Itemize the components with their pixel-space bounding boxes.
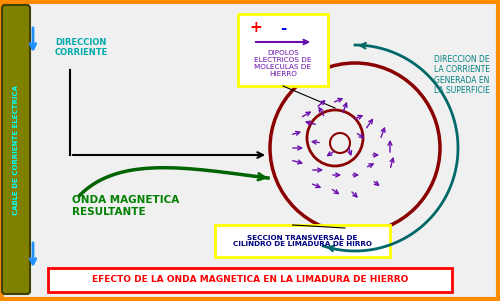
Text: CABLE DE CORRIENTE ELECTRICA: CABLE DE CORRIENTE ELECTRICA (13, 85, 19, 215)
Bar (238, 14, 328, 86)
Text: +: + (250, 20, 262, 36)
Text: -: - (280, 20, 286, 36)
FancyBboxPatch shape (2, 5, 30, 294)
Text: DIRECCION DE
LA CORRIENTE
GENERADA EN
LA SUPERFICIE: DIRECCION DE LA CORRIENTE GENERADA EN LA… (434, 55, 490, 95)
Bar (48, 268, 452, 292)
Text: DIRECCION
CORRIENTE: DIRECCION CORRIENTE (55, 38, 108, 57)
Text: DIPOLOS
ELECTRICOS DE
MOLECULAS DE
HIERRO: DIPOLOS ELECTRICOS DE MOLECULAS DE HIERR… (254, 50, 312, 77)
Text: SECCION TRANSVERSAL DE
CILINDRO DE LIMADURA DE HIRRO: SECCION TRANSVERSAL DE CILINDRO DE LIMAD… (233, 234, 372, 247)
Text: EFECTO DE LA ONDA MAGNETICA EN LA LIMADURA DE HIERRO: EFECTO DE LA ONDA MAGNETICA EN LA LIMADU… (92, 275, 408, 284)
Bar (215, 225, 390, 257)
Text: ONDA MAGNETICA
RESULTANTE: ONDA MAGNETICA RESULTANTE (72, 195, 179, 217)
